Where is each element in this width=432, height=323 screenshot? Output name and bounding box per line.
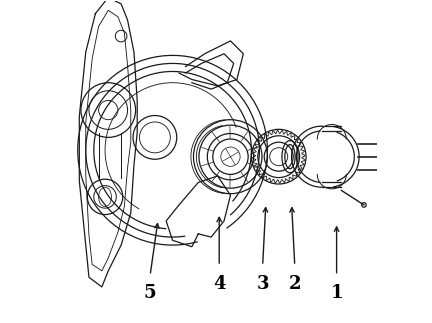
Text: 3: 3	[256, 275, 269, 293]
Text: 1: 1	[330, 284, 343, 302]
Text: 5: 5	[144, 284, 156, 302]
Text: 4: 4	[213, 275, 226, 293]
Text: 2: 2	[289, 275, 301, 293]
Circle shape	[378, 155, 382, 159]
Circle shape	[378, 168, 382, 172]
Circle shape	[378, 142, 382, 146]
